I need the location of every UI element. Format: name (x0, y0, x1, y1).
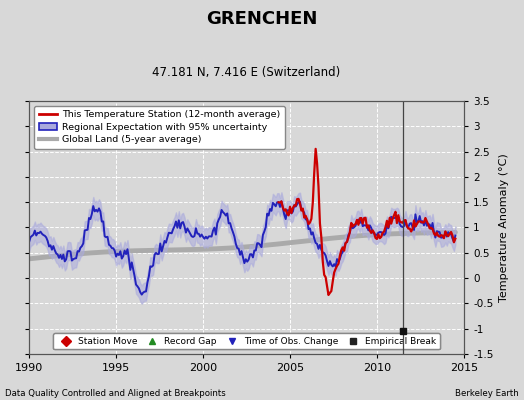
Text: GRENCHEN: GRENCHEN (206, 10, 318, 28)
Legend: Station Move, Record Gap, Time of Obs. Change, Empirical Break: Station Move, Record Gap, Time of Obs. C… (53, 333, 440, 350)
Title: 47.181 N, 7.416 E (Switzerland): 47.181 N, 7.416 E (Switzerland) (152, 66, 341, 79)
Text: Berkeley Earth: Berkeley Earth (455, 389, 519, 398)
Text: Data Quality Controlled and Aligned at Breakpoints: Data Quality Controlled and Aligned at B… (5, 389, 226, 398)
Y-axis label: Temperature Anomaly (°C): Temperature Anomaly (°C) (499, 153, 509, 302)
